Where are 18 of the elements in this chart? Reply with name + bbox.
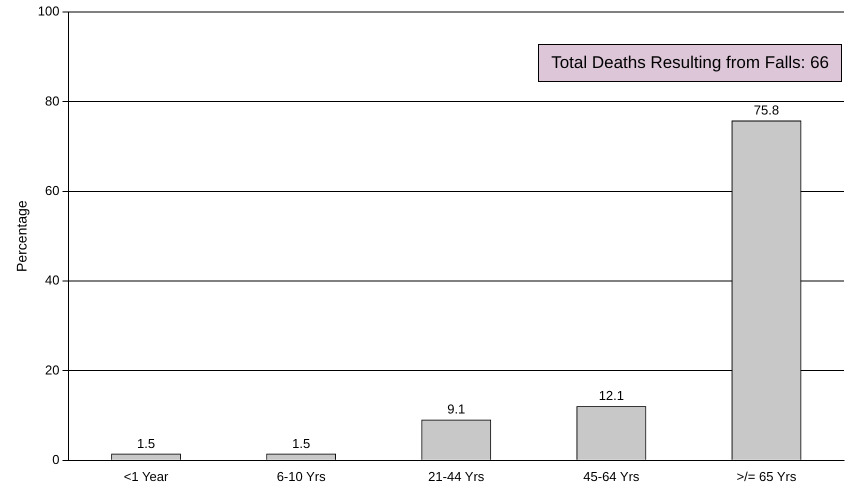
y-tick-label: 0 (52, 452, 60, 467)
y-tick-label: 40 (45, 272, 60, 288)
data-label: 1.5 (292, 436, 310, 451)
data-label: 9.1 (447, 402, 466, 417)
x-tick-label: 6-10 Yrs (276, 468, 326, 484)
y-tick-label: 80 (45, 93, 60, 108)
data-label: 75.8 (754, 102, 780, 118)
y-axis-title: Percentage (13, 200, 30, 272)
x-tick-label: 21-44 Yrs (428, 468, 485, 484)
data-label: 12.1 (598, 388, 624, 404)
y-tick-label: 20 (45, 362, 60, 378)
x-tick-label: >/= 65 Yrs (736, 468, 797, 484)
y-tick-label: 100 (38, 4, 60, 19)
x-tick-label: 45-64 Yrs (583, 468, 640, 484)
x-tick-label: <1 Year (124, 468, 169, 484)
data-label: 1.5 (137, 436, 156, 451)
annotation: Total Deaths Resulting from Falls: 66 (538, 44, 842, 82)
y-tick-label: 60 (45, 182, 60, 198)
